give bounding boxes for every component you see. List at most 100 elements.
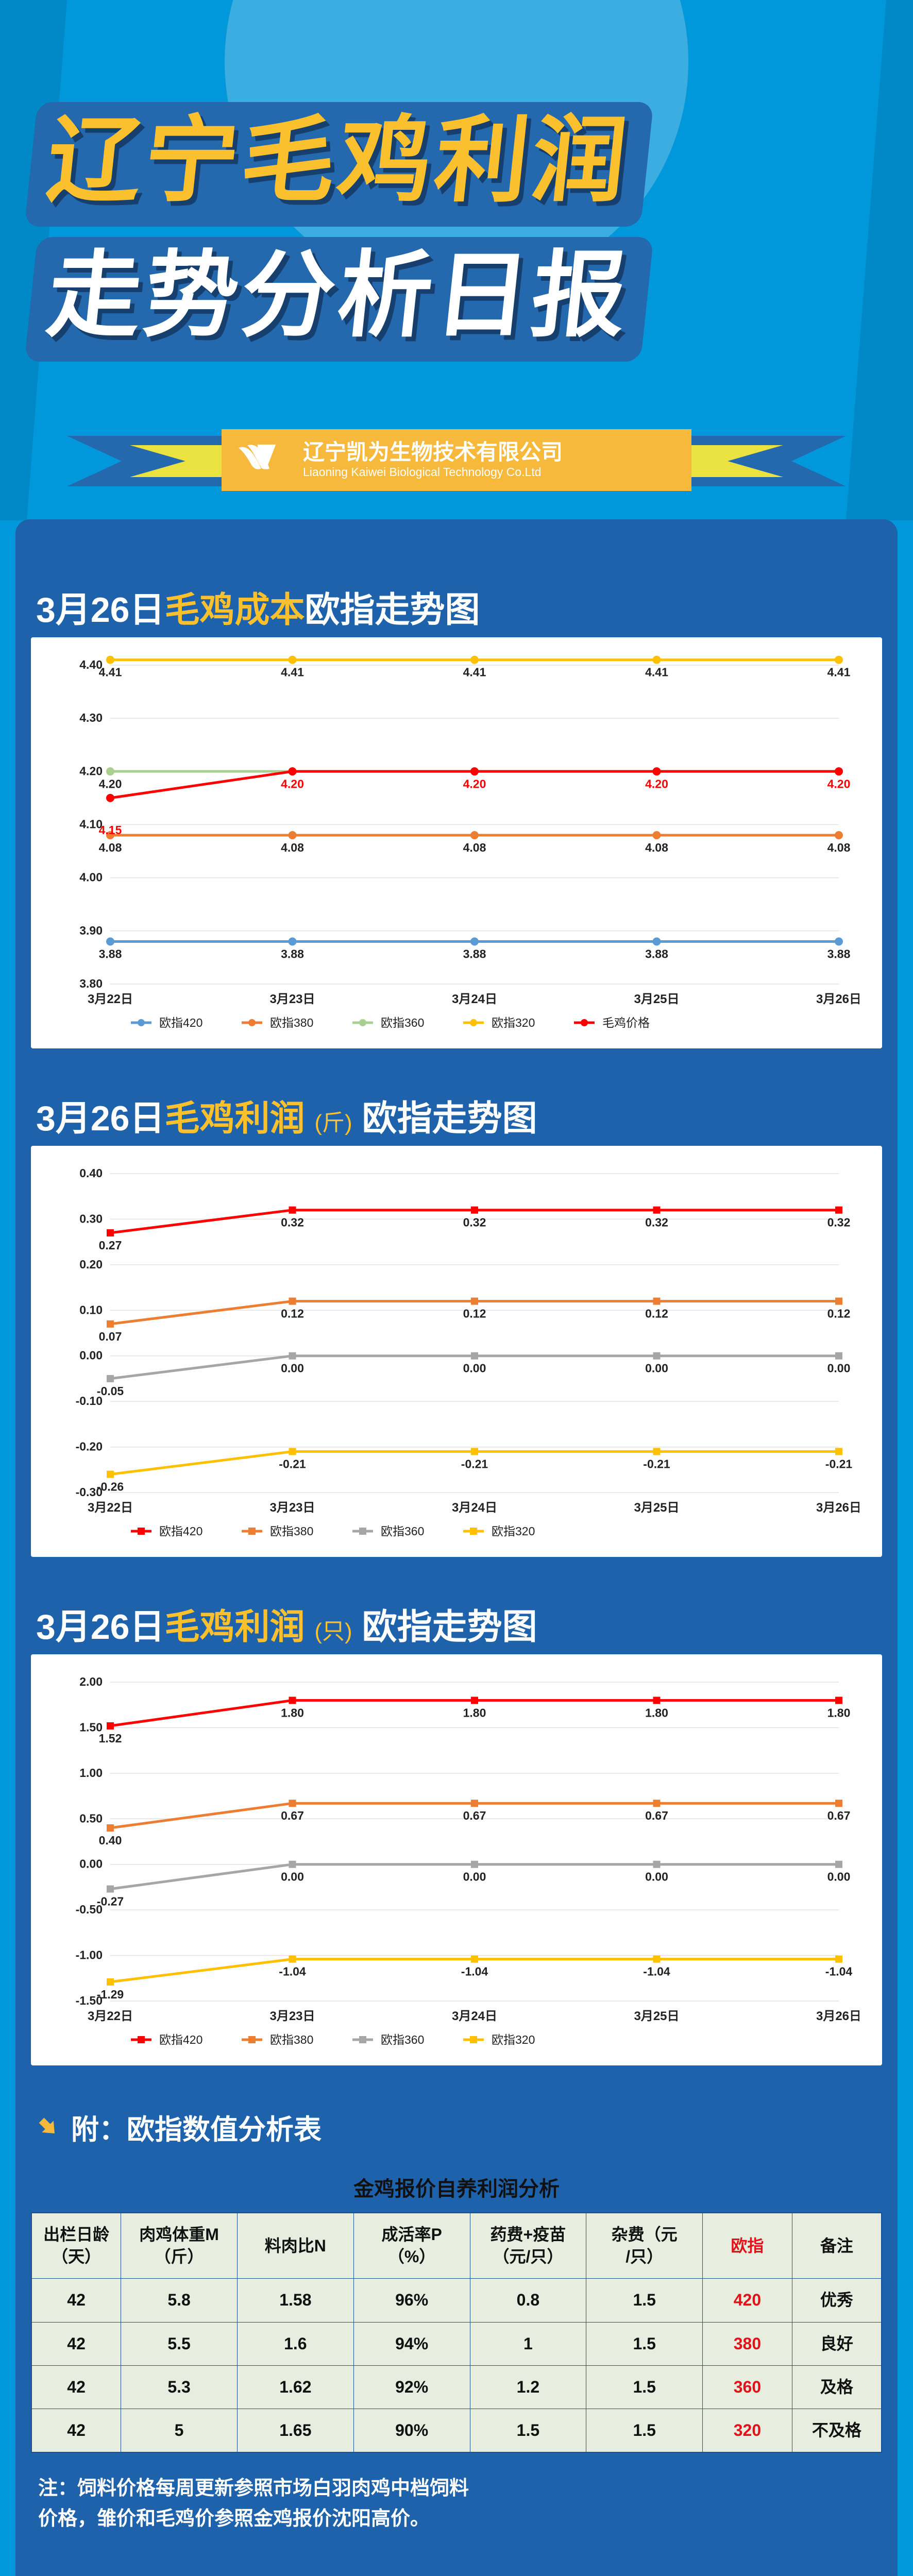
svg-text:4.20: 4.20	[645, 777, 668, 790]
svg-text:-1.29: -1.29	[97, 1988, 124, 2001]
svg-text:-1.04: -1.04	[643, 1965, 670, 1978]
svg-text:-1.04: -1.04	[825, 1965, 853, 1978]
svg-text:0.07: 0.07	[99, 1330, 122, 1343]
svg-text:0.12: 0.12	[827, 1307, 851, 1320]
svg-text:4.41: 4.41	[99, 666, 122, 679]
svg-text:1.80: 1.80	[463, 1706, 486, 1719]
svg-text:0.32: 0.32	[463, 1216, 486, 1229]
svg-text:4.20: 4.20	[463, 777, 486, 790]
svg-text:欧指420: 欧指420	[159, 2033, 202, 2046]
svg-text:0.00: 0.00	[645, 1870, 668, 1884]
svg-text:4.30: 4.30	[79, 711, 103, 724]
svg-text:3.88: 3.88	[281, 947, 304, 961]
svg-text:欧指320: 欧指320	[492, 1016, 535, 1029]
svg-text:-1.00: -1.00	[76, 1948, 103, 1962]
svg-text:1.80: 1.80	[645, 1706, 668, 1719]
svg-text:欧指360: 欧指360	[381, 1524, 424, 1538]
svg-text:4.20: 4.20	[99, 777, 122, 790]
svg-text:3月22日: 3月22日	[88, 2009, 133, 2023]
svg-text:0.12: 0.12	[645, 1307, 668, 1320]
svg-text:欧指380: 欧指380	[270, 2033, 313, 2046]
svg-text:欧指380: 欧指380	[270, 1524, 313, 1538]
svg-text:4.20: 4.20	[827, 777, 851, 790]
svg-text:3月24日: 3月24日	[452, 1501, 497, 1515]
svg-text:0.12: 0.12	[463, 1307, 486, 1320]
svg-text:0.00: 0.00	[827, 1870, 851, 1884]
svg-text:3月22日: 3月22日	[88, 992, 133, 1006]
svg-text:-0.27: -0.27	[97, 1895, 124, 1908]
svg-text:0.12: 0.12	[281, 1307, 304, 1320]
svg-text:3月26日: 3月26日	[816, 2009, 859, 2023]
svg-text:3月23日: 3月23日	[269, 2009, 315, 2023]
svg-text:欧指360: 欧指360	[381, 2033, 424, 2046]
svg-text:0.00: 0.00	[281, 1362, 304, 1375]
svg-text:0.20: 0.20	[79, 1258, 103, 1271]
svg-text:3月23日: 3月23日	[269, 1501, 315, 1515]
svg-text:1.80: 1.80	[827, 1706, 851, 1719]
svg-text:欧指420: 欧指420	[159, 1524, 202, 1538]
svg-text:3月25日: 3月25日	[634, 1501, 679, 1515]
svg-text:1.52: 1.52	[99, 1732, 122, 1745]
svg-text:3.88: 3.88	[827, 947, 851, 961]
svg-text:-1.04: -1.04	[279, 1965, 306, 1978]
svg-text:4.08: 4.08	[463, 841, 486, 854]
svg-text:4.15: 4.15	[99, 823, 122, 837]
svg-text:-1.04: -1.04	[461, 1965, 488, 1978]
svg-text:0.50: 0.50	[79, 1811, 103, 1825]
svg-text:3.88: 3.88	[645, 947, 668, 961]
svg-text:毛鸡价格: 毛鸡价格	[602, 1016, 650, 1029]
svg-text:4.41: 4.41	[463, 666, 486, 679]
svg-text:3月22日: 3月22日	[88, 1501, 133, 1515]
svg-text:欧指320: 欧指320	[492, 1524, 535, 1538]
svg-text:-0.21: -0.21	[279, 1457, 306, 1470]
svg-text:0.40: 0.40	[79, 1166, 103, 1180]
svg-text:3.90: 3.90	[79, 924, 103, 937]
svg-text:0.00: 0.00	[281, 1870, 304, 1884]
svg-text:3.80: 3.80	[79, 977, 103, 990]
svg-text:4.20: 4.20	[281, 777, 304, 790]
svg-text:0.00: 0.00	[463, 1870, 486, 1884]
svg-text:3月25日: 3月25日	[634, 2009, 679, 2023]
svg-text:4.41: 4.41	[827, 666, 851, 679]
svg-text:0.27: 0.27	[99, 1239, 122, 1252]
svg-text:-0.21: -0.21	[461, 1457, 488, 1470]
svg-text:3月24日: 3月24日	[452, 992, 497, 1006]
svg-text:欧指420: 欧指420	[159, 1016, 202, 1029]
svg-text:1.80: 1.80	[281, 1706, 304, 1719]
svg-text:0.10: 0.10	[79, 1303, 103, 1316]
svg-text:-0.21: -0.21	[643, 1457, 670, 1470]
svg-text:3月24日: 3月24日	[452, 2009, 497, 2023]
svg-text:0.40: 0.40	[99, 1834, 122, 1847]
svg-text:欧指320: 欧指320	[492, 2033, 535, 2046]
svg-text:0.00: 0.00	[79, 1857, 103, 1871]
svg-text:3.88: 3.88	[463, 947, 486, 961]
svg-text:0.67: 0.67	[645, 1809, 668, 1822]
svg-text:4.41: 4.41	[281, 666, 304, 679]
svg-text:0.00: 0.00	[79, 1349, 103, 1362]
svg-text:0.00: 0.00	[645, 1362, 668, 1375]
svg-text:4.08: 4.08	[281, 841, 304, 854]
svg-text:0.32: 0.32	[281, 1216, 304, 1229]
svg-text:4.00: 4.00	[79, 871, 103, 884]
svg-text:-0.05: -0.05	[97, 1384, 124, 1398]
svg-text:3月26日: 3月26日	[816, 992, 859, 1006]
svg-text:4.08: 4.08	[645, 841, 668, 854]
svg-text:0.00: 0.00	[827, 1362, 851, 1375]
svg-text:0.32: 0.32	[645, 1216, 668, 1229]
svg-text:3.88: 3.88	[99, 947, 122, 961]
svg-text:3月23日: 3月23日	[269, 992, 315, 1006]
svg-text:3月25日: 3月25日	[634, 992, 679, 1006]
svg-text:1.00: 1.00	[79, 1766, 103, 1780]
svg-text:4.41: 4.41	[645, 666, 668, 679]
svg-text:0.30: 0.30	[79, 1212, 103, 1225]
svg-text:4.08: 4.08	[827, 841, 851, 854]
svg-text:欧指380: 欧指380	[270, 1016, 313, 1029]
svg-text:欧指360: 欧指360	[381, 1016, 424, 1029]
svg-text:0.67: 0.67	[827, 1809, 851, 1822]
svg-text:-0.20: -0.20	[76, 1440, 103, 1453]
svg-text:-0.26: -0.26	[97, 1480, 124, 1494]
svg-text:2.00: 2.00	[79, 1675, 103, 1688]
svg-text:0.00: 0.00	[463, 1362, 486, 1375]
svg-text:-0.21: -0.21	[825, 1457, 853, 1470]
svg-text:0.67: 0.67	[281, 1809, 304, 1822]
